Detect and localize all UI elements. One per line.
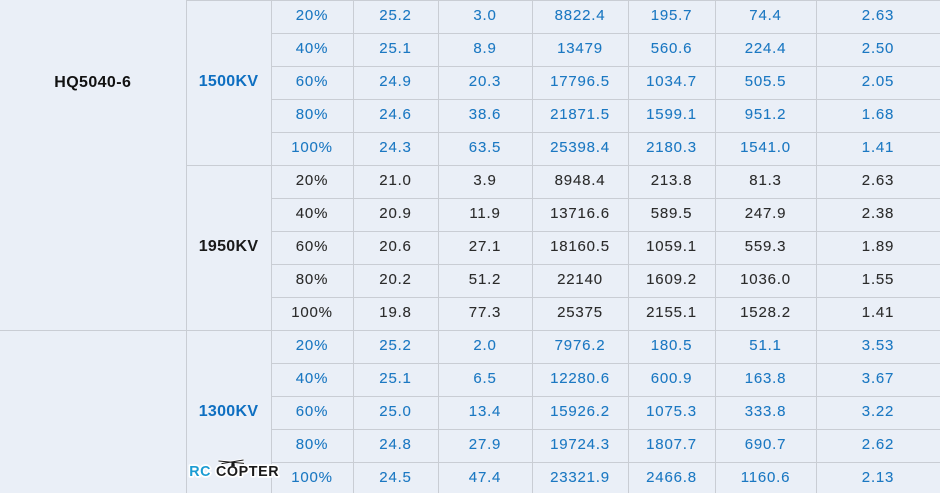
svg-text:COPTER: COPTER bbox=[216, 464, 279, 480]
svg-text:COPTER: COPTER bbox=[216, 464, 279, 480]
svg-text:RC: RC bbox=[189, 464, 211, 480]
svg-text:RC: RC bbox=[189, 464, 211, 480]
